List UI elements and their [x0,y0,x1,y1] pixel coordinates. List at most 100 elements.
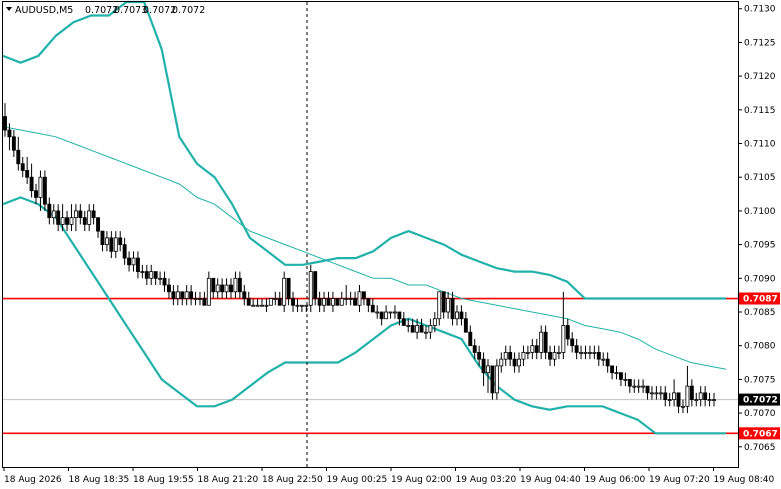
candle[interactable] [91,204,96,225]
candle[interactable] [503,345,508,366]
candle[interactable] [69,204,74,232]
candle[interactable] [229,278,233,299]
candle[interactable] [189,285,194,306]
candle[interactable] [220,278,225,299]
candle[interactable] [672,379,677,407]
candle[interactable] [268,298,273,306]
candle[interactable] [78,204,83,225]
candle[interactable] [401,312,406,326]
candle[interactable] [459,305,464,326]
candle[interactable] [490,365,495,400]
candle[interactable] [654,386,659,400]
candle[interactable] [596,345,601,366]
candle[interactable] [406,318,411,333]
candle[interactable] [455,305,459,326]
candle[interactable] [87,204,92,232]
candle[interactable] [636,379,641,393]
candle[interactable] [419,318,424,333]
candle[interactable] [415,318,420,339]
candle[interactable] [698,386,703,407]
candle[interactable] [286,277,291,306]
candle[interactable] [366,298,371,312]
candle[interactable] [703,386,708,407]
candle[interactable] [601,352,606,366]
candle[interactable] [481,352,486,387]
candle[interactable] [326,291,331,306]
candle[interactable] [583,345,588,360]
candle[interactable] [42,170,47,211]
candle[interactable] [308,264,313,312]
candle[interactable] [494,359,499,400]
candle[interactable] [3,103,7,137]
candle[interactable] [158,271,163,286]
candle[interactable] [198,291,202,306]
candle[interactable] [25,157,30,184]
candle[interactable] [472,338,477,360]
candle[interactable] [206,271,211,306]
candle[interactable] [712,392,716,407]
candle[interactable] [100,230,105,252]
candle[interactable] [202,291,207,306]
candle[interactable] [118,231,123,252]
candle[interactable] [317,291,322,312]
candle[interactable] [587,345,592,360]
candle[interactable] [543,325,548,360]
candle[interactable] [237,271,242,299]
candle[interactable] [313,271,318,306]
candle[interactable] [486,359,490,393]
candle[interactable] [353,291,358,306]
candle[interactable] [388,311,393,319]
candle[interactable] [410,318,415,333]
candle[interactable] [82,210,87,232]
chart-menu-arrow-icon[interactable] [6,7,12,11]
candle[interactable] [525,345,530,360]
candle[interactable] [295,298,300,312]
candle[interactable] [517,352,521,373]
candle[interactable] [384,305,389,320]
candle[interactable] [251,298,256,307]
candle[interactable] [663,386,668,407]
candle[interactable] [135,251,140,279]
candle[interactable] [264,298,269,312]
candle[interactable] [499,352,504,373]
candle[interactable] [38,170,43,211]
candle[interactable] [539,325,544,360]
candle[interactable] [122,237,127,265]
candle[interactable] [618,372,623,387]
candle[interactable] [614,365,619,380]
candle[interactable] [7,123,12,151]
candle[interactable] [224,278,229,299]
candle[interactable] [246,291,251,306]
candle[interactable] [171,285,176,306]
candle[interactable] [534,338,539,360]
candle[interactable] [304,304,309,312]
candle[interactable] [468,325,473,347]
candle[interactable] [167,278,171,299]
candle[interactable] [260,298,264,307]
candle[interactable] [685,365,690,414]
candle[interactable] [335,298,340,306]
candle[interactable] [432,312,437,333]
candle[interactable] [521,345,526,366]
candle[interactable] [16,136,21,171]
candle[interactable] [51,204,56,225]
candle[interactable] [392,305,397,319]
candle[interactable] [579,345,584,360]
candle[interactable] [11,130,16,157]
candle[interactable] [530,338,535,360]
candle[interactable] [277,291,282,306]
candle[interactable] [694,392,699,407]
candle[interactable] [242,285,247,306]
candle[interactable] [73,204,78,232]
candle[interactable] [193,291,198,306]
candle[interactable] [357,285,362,312]
candle[interactable] [632,379,637,393]
candle[interactable] [627,378,632,393]
candle[interactable] [47,197,52,225]
candle[interactable] [667,392,672,407]
candle[interactable] [561,291,566,360]
candle[interactable] [34,183,38,205]
candle[interactable] [512,352,517,373]
candle[interactable] [574,338,579,360]
candle[interactable] [299,304,304,312]
